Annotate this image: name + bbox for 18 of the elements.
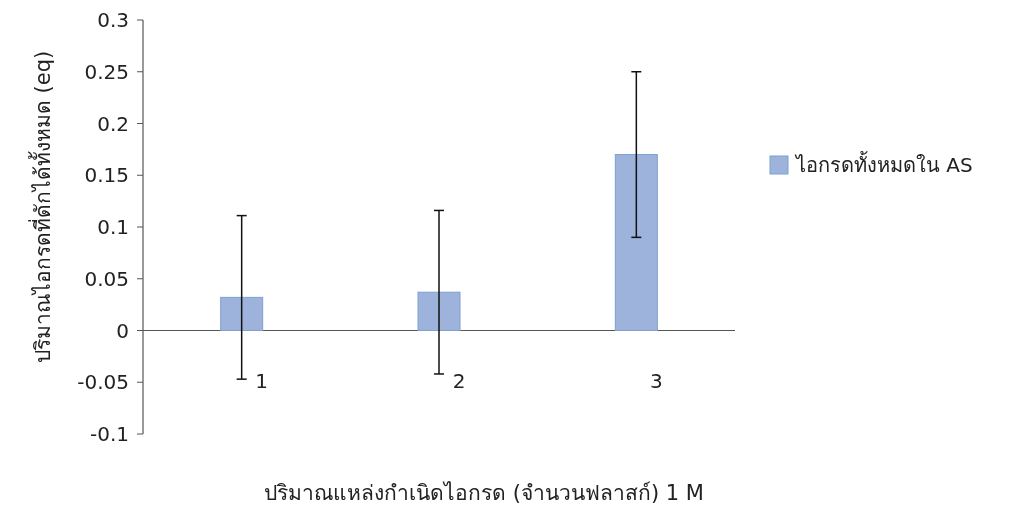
y-tick-label: 0.15: [84, 163, 129, 188]
x-axis-title: ปริมาณแหล่งกำเนิดไอกรด (จำนวนฟลาสก์) 1 M: [264, 481, 704, 505]
y-tick-label: 0: [116, 318, 129, 343]
legend-label: ไอกรดทั้งหมดใน AS: [794, 151, 973, 177]
y-tick-label: 0.25: [84, 59, 129, 84]
y-tick-label: 0.1: [97, 215, 129, 239]
x-tick-label: 2: [452, 368, 466, 393]
bar: [614, 154, 658, 331]
y-axis-title: ปริมาณไอกรดที่ดักได้ทั้งหมด (eq): [28, 50, 55, 364]
x-tick-label: 3: [649, 368, 663, 393]
x-tick-label: 1: [255, 368, 269, 393]
y-tick-label: -0.05: [77, 370, 129, 395]
y-tick-label: 0.2: [97, 111, 129, 136]
y-tick-label: 0.05: [84, 266, 129, 291]
y-tick-label: 0.3: [97, 8, 129, 32]
y-tick-label: -0.1: [89, 422, 129, 446]
bar: [417, 291, 461, 331]
bar: [220, 296, 264, 331]
